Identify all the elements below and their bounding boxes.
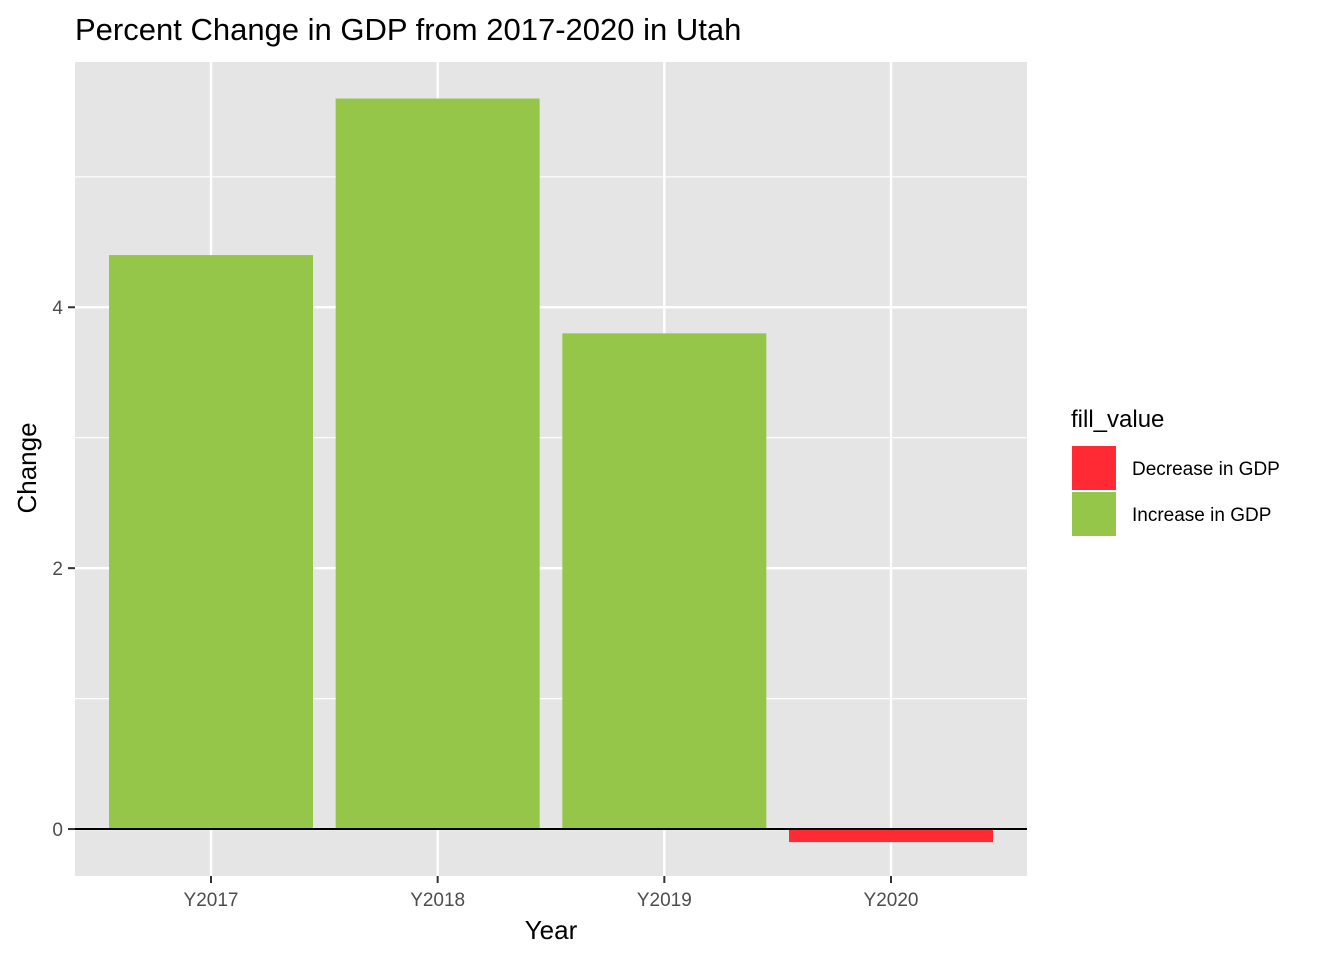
x-tick-label: Y2017 (184, 890, 239, 911)
bars-group (109, 98, 993, 843)
legend-label-increase: Increase in GDP (1132, 505, 1271, 526)
y-axis-ticks: 0 2 4 (52, 298, 75, 841)
y-axis-title: Change (12, 422, 42, 513)
legend-title: fill_value (1071, 406, 1164, 433)
legend-label-decrease: Decrease in GDP (1132, 459, 1280, 480)
x-axis-title: Year (525, 915, 578, 945)
legend-swatch-decrease (1070, 444, 1118, 492)
y-tick-label: 0 (52, 820, 63, 841)
bar-y2020 (789, 829, 993, 843)
legend: fill_value Decrease in GDP Increase in G… (1070, 406, 1280, 538)
bar-y2018 (335, 98, 540, 830)
y-tick-label: 4 (52, 298, 63, 319)
x-axis-ticks: Y2017 Y2018 Y2019 Y2020 (184, 876, 919, 911)
x-tick-label: Y2020 (864, 890, 919, 911)
x-tick-label: Y2018 (410, 890, 465, 911)
y-tick-label: 2 (52, 559, 63, 580)
chart-title: Percent Change in GDP from 2017-2020 in … (75, 12, 741, 47)
bar-y2019 (562, 333, 767, 830)
legend-swatch-increase (1070, 490, 1118, 538)
bar-y2017 (109, 255, 313, 830)
x-tick-label: Y2019 (637, 890, 692, 911)
